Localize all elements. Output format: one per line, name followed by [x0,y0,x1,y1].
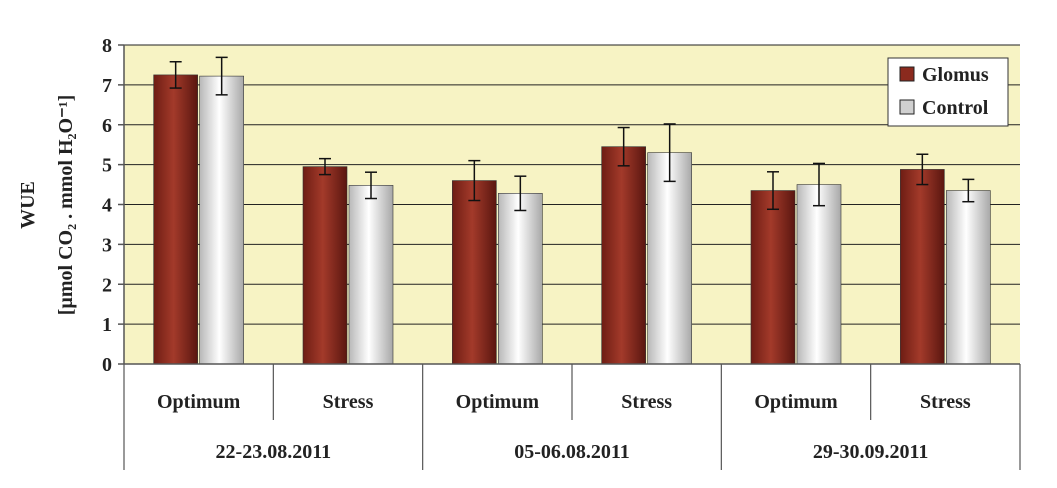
error-bars [169,56,975,212]
bar-control [348,185,394,365]
y-tick-label: 5 [102,155,112,177]
bar-control [498,193,543,365]
group-label: 29-30.09.2011 [813,441,929,463]
bar-glomus [302,166,348,365]
x-axis-table: Optimum Stress Optimum Stress Optimum Stress 2… [123,364,1021,470]
bars [153,74,991,365]
bar-control [647,152,692,365]
y-tick-label: 3 [102,234,112,256]
legend-label-glomus: Glomus [922,64,989,86]
legend-swatch-glomus [899,66,915,82]
category-label: Optimum [456,391,540,413]
group-label: 05-06.08.2011 [514,441,630,463]
category-label: Stress [920,391,971,413]
legend: Glomus Control [887,57,1009,127]
legend-swatch-control [899,99,915,115]
y-tick-label: 2 [102,274,112,296]
category-label: Stress [621,391,672,413]
legend-label-control: Control [922,97,989,119]
category-label: Optimum [754,391,838,413]
bar-glomus [452,180,497,365]
bar-glomus [153,74,198,365]
bar-glomus [601,146,646,365]
bar-glomus [900,169,945,365]
category-label: Optimum [157,391,241,413]
bar-control [946,190,991,365]
y-tick-label: 0 [102,354,112,376]
gridlines [124,44,1020,325]
y-tick-label: 8 [102,35,112,57]
y-tick-label: 7 [102,75,112,97]
group-label: 22-23.08.2011 [216,441,332,463]
bar-control [796,184,842,365]
y-axis-label-line1: WUE [17,181,39,229]
y-tick-label: 6 [102,115,112,137]
bar-control [199,75,244,365]
y-ticks: 0 1 2 3 4 5 6 7 8 [102,35,124,376]
bar-glomus [750,190,796,365]
category-label: Stress [323,391,374,413]
y-axis-label-line2: [µmol CO₂ . mmol H₂O⁻¹] [55,95,77,316]
y-tick-label: 4 [102,195,112,217]
y-tick-label: 1 [102,314,112,336]
